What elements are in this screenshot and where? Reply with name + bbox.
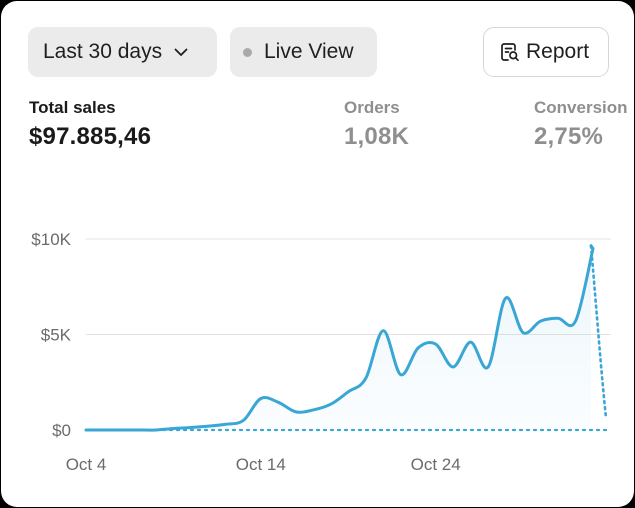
dot-icon xyxy=(243,47,252,57)
orders-metric[interactable]: Orders 1,08K xyxy=(344,98,409,151)
orders-value: 1,08K xyxy=(344,123,410,150)
conversion-metric[interactable]: Conversion 2,75% xyxy=(534,98,628,151)
total-sales-metric[interactable]: Total sales $97.885,46 xyxy=(29,98,151,151)
sales-area-fill xyxy=(86,245,593,431)
x-tick-label: Oct 24 xyxy=(411,455,461,474)
report-button[interactable]: Report xyxy=(483,27,609,77)
date-range-button[interactable]: Last 30 days xyxy=(28,27,217,77)
chevron-down-icon xyxy=(174,48,188,57)
live-view-label: Live View xyxy=(264,40,354,63)
conversion-value: 2,75% xyxy=(534,123,604,150)
y-tick-label: $0 xyxy=(52,421,71,440)
date-range-label: Last 30 days xyxy=(43,40,163,63)
x-tick-label: Oct 4 xyxy=(66,455,107,474)
sales-series-line xyxy=(84,244,595,432)
live-view-button[interactable]: Live View xyxy=(230,27,377,77)
report-search-icon xyxy=(500,42,520,62)
orders-label: Orders xyxy=(344,98,400,117)
total-sales-label: Total sales xyxy=(29,98,116,117)
conversion-label: Conversion xyxy=(534,98,628,117)
sales-projection-line xyxy=(589,244,608,420)
y-tick-label: $10K xyxy=(31,230,71,249)
y-tick-label: $5K xyxy=(41,326,72,345)
report-label: Report xyxy=(526,40,590,63)
x-tick-label: Oct 14 xyxy=(236,455,286,474)
total-sales-value: $97.885,46 xyxy=(29,123,152,150)
